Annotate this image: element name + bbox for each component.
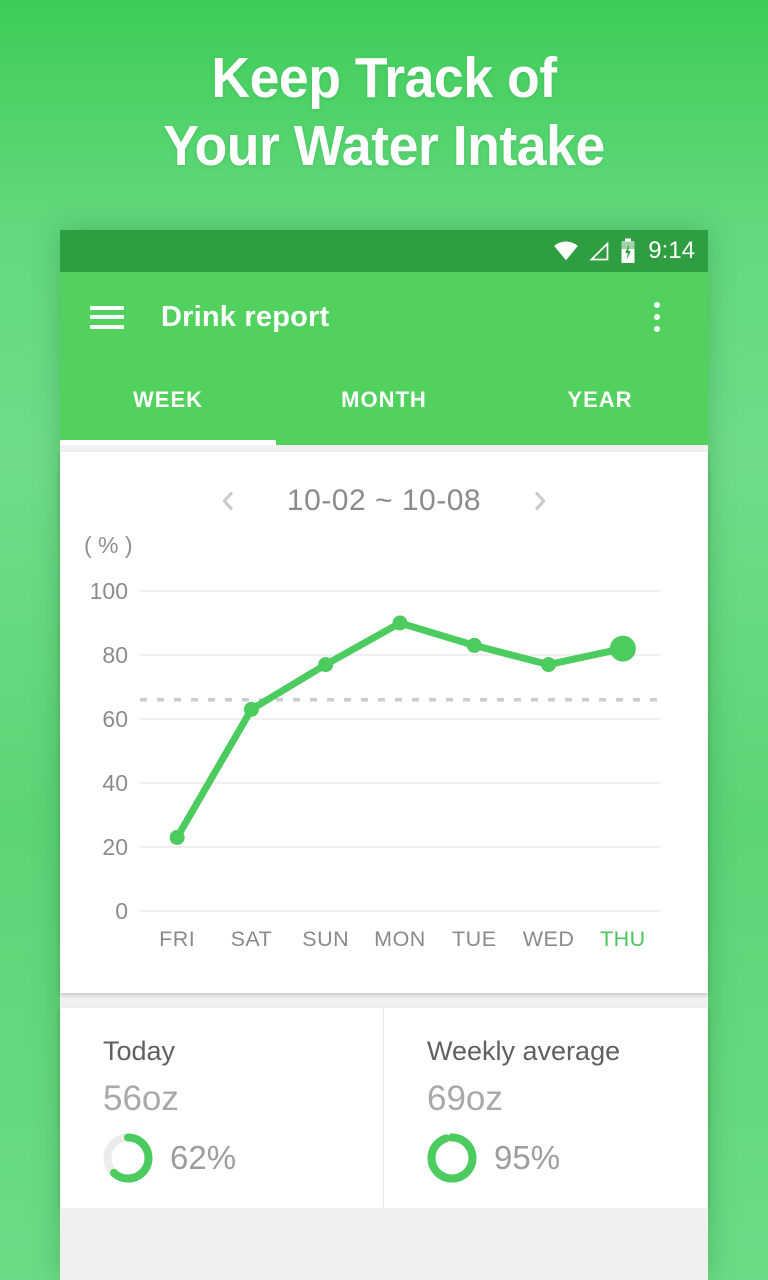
y-tick-label: 40 (102, 770, 128, 796)
battery-charging-icon (619, 237, 637, 265)
weekly-intake-line-chart: 0 20 40 60 80 100 FRI SAT SUN MON TUE WED THU (90, 578, 660, 951)
chart-point (169, 829, 185, 845)
chart-point (541, 657, 557, 673)
y-tick-label: 60 (102, 706, 128, 732)
app-bar: Drink report (60, 272, 708, 362)
wifi-icon (553, 238, 579, 264)
chevron-right-icon[interactable] (525, 486, 555, 516)
overflow-menu-icon[interactable] (650, 298, 664, 336)
weekly-percent: 95% (494, 1139, 561, 1176)
chart-point (243, 701, 259, 717)
report-content: 10-02 ~ 10-08 ( % ) 0 20 40 60 80 100 FRI SAT SU… (60, 445, 708, 1280)
hero-title-line1: Keep Track of (211, 46, 557, 110)
date-range-label: 10-02 ~ 10-08 (286, 484, 482, 517)
hero-banner: Keep Track of Your Water Intake (0, 44, 768, 181)
today-summary-card: Today 56oz 62% (60, 1008, 384, 1208)
x-tick-label: WED (523, 927, 575, 951)
x-tick-label: MON (374, 927, 426, 951)
y-tick-label: 80 (102, 642, 128, 668)
status-clock: 9:14 (648, 237, 695, 264)
y-tick-label: 20 (102, 834, 128, 860)
today-percent: 62% (170, 1139, 237, 1176)
chart-point (392, 615, 408, 631)
bottom-spacer (60, 1208, 708, 1280)
chart-point (466, 637, 482, 653)
y-tick-label: 100 (90, 578, 128, 604)
tab-week[interactable]: WEEK (133, 386, 203, 412)
page-title: Drink report (161, 300, 330, 333)
weekly-progress-ring (427, 1133, 477, 1183)
x-tick-label: SUN (302, 927, 349, 951)
status-bar: 9:14 (60, 230, 708, 272)
weekly-amount: 69oz (427, 1079, 503, 1118)
x-tick-label: TUE (452, 927, 497, 951)
chevron-left-icon[interactable] (213, 486, 243, 516)
x-tick-label: THU (600, 927, 646, 951)
chart-point (318, 657, 334, 673)
x-tick-label: FRI (159, 927, 195, 951)
y-axis-unit-label: ( % ) (84, 532, 133, 558)
tab-bar: WEEK MONTH YEAR (60, 362, 708, 445)
summary-row: Today 56oz 62% Weekly average 69oz (60, 1008, 708, 1208)
y-tick-label: 0 (115, 898, 128, 924)
weekly-label: Weekly average (427, 1036, 621, 1066)
active-tab-indicator (60, 440, 276, 445)
hero-title-line2: Your Water Intake (163, 114, 605, 179)
weekly-summary-card: Weekly average 69oz 95% (384, 1008, 708, 1208)
date-navigation: 10-02 ~ 10-08 (60, 452, 708, 518)
x-tick-label: SAT (231, 927, 273, 951)
tab-month[interactable]: MONTH (341, 386, 427, 412)
hero-title: Keep Track of Your Water Intake (23, 44, 745, 181)
hamburger-menu-icon[interactable] (90, 300, 124, 334)
chart-point (609, 635, 636, 662)
tab-year[interactable]: YEAR (567, 386, 633, 412)
today-progress-ring (103, 1133, 153, 1183)
today-amount: 56oz (103, 1079, 179, 1118)
signal-triangle-icon (587, 239, 611, 263)
today-label: Today (103, 1036, 176, 1066)
phone-screenshot: 9:14 Drink report WEEK MONTH YEAR 10 (60, 230, 708, 1280)
chart-card: 10-02 ~ 10-08 ( % ) 0 20 40 60 80 100 FRI SAT SU… (60, 452, 708, 993)
